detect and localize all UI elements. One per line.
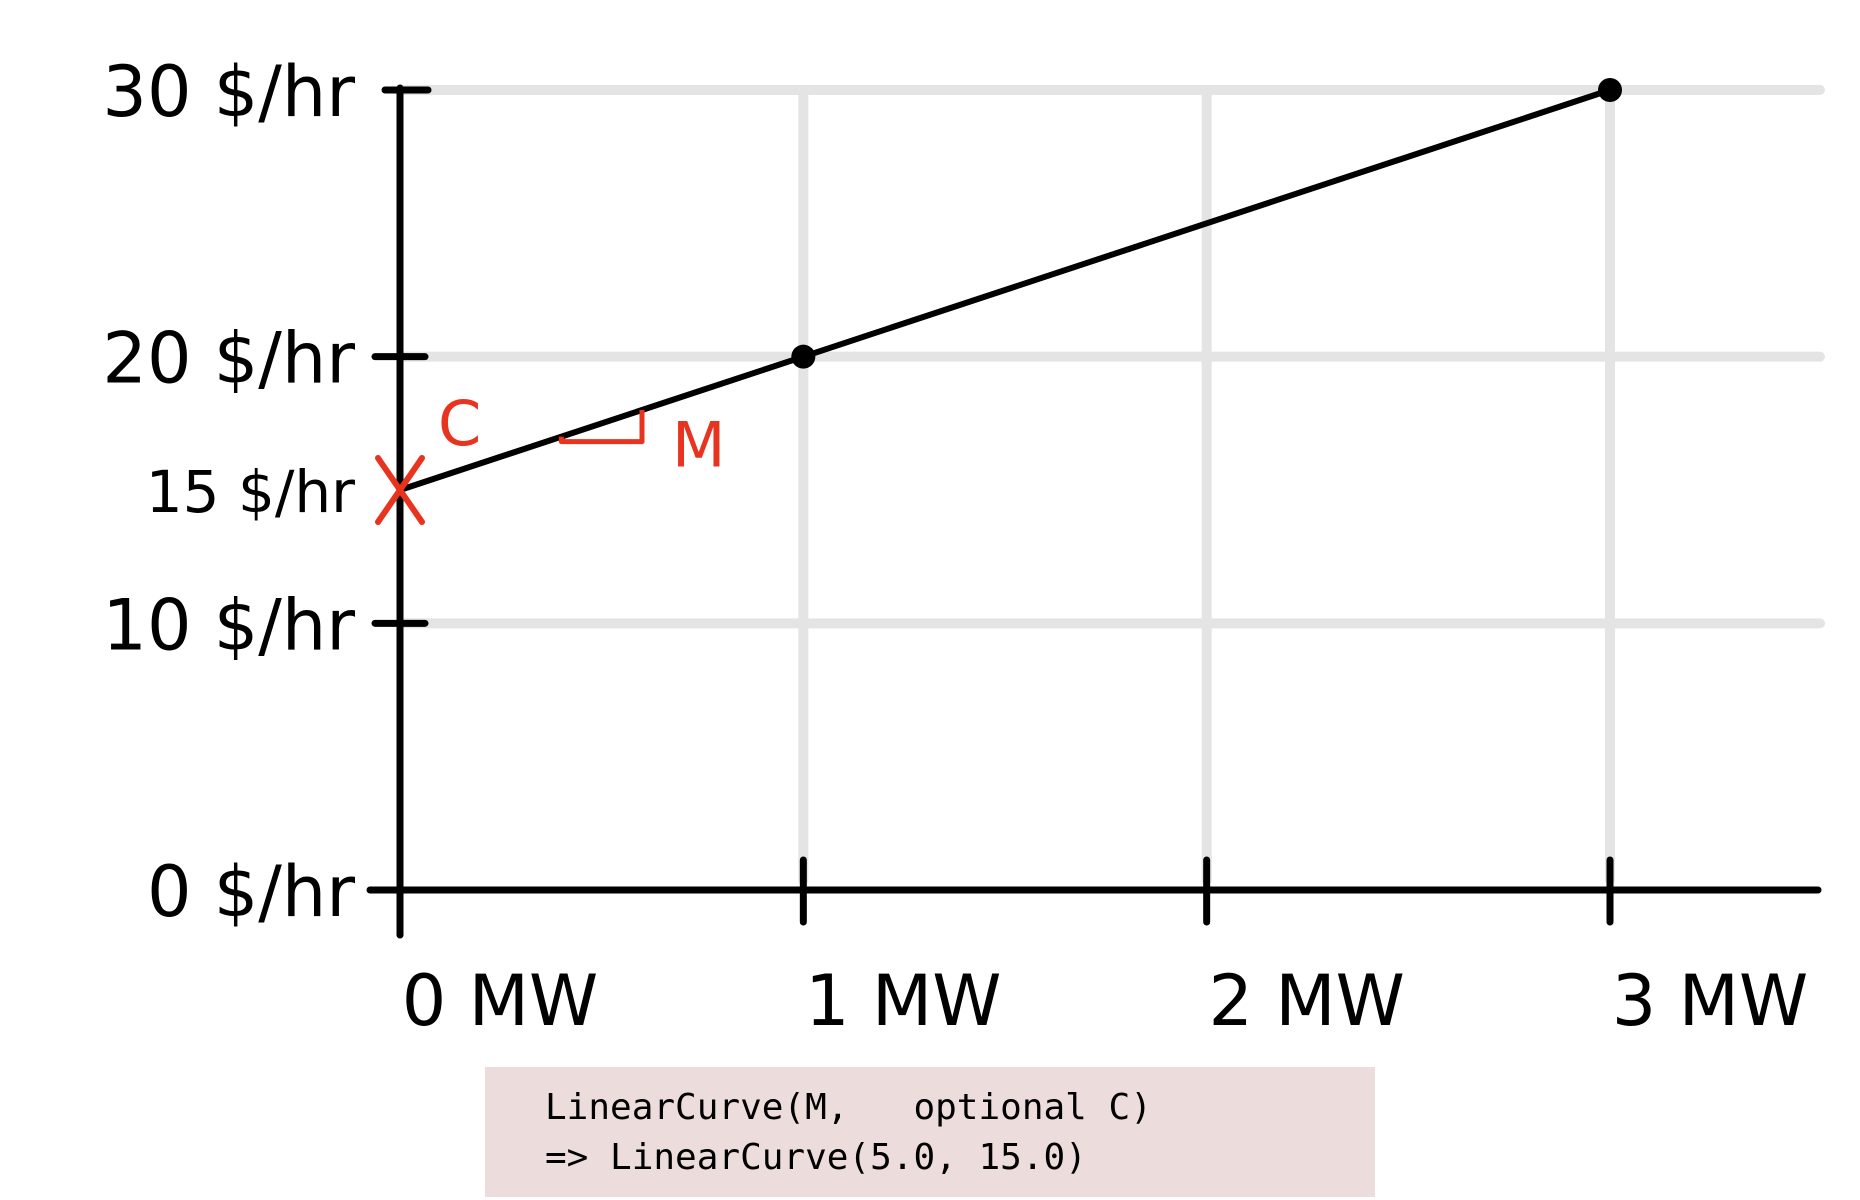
grid	[395, 85, 1825, 885]
intercept-marker	[375, 455, 425, 525]
linear-curve-chart: 0 $/hr 10 $/hr 15 $/hr 20 $/hr 30 $/hr 0 MW 1 …	[102, 51, 1825, 1042]
series	[397, 78, 1622, 493]
ticks: 0 $/hr 10 $/hr 15 $/hr 20 $/hr 30 $/hr 0 MW 1 …	[102, 51, 1808, 1042]
slope-label: M	[672, 409, 726, 482]
y-tick-label: 10 $/hr	[102, 584, 355, 666]
code-snippet: LinearCurve(M, optional C) => LinearCurv…	[485, 1067, 1375, 1197]
slope-marker	[558, 410, 645, 445]
y-tick-label: 20 $/hr	[102, 318, 355, 400]
code-line-2: => LinearCurve(5.0, 15.0)	[545, 1137, 1087, 1178]
data-point	[791, 344, 816, 369]
axes	[366, 84, 1822, 939]
y-tick-label: 15 $/hr	[146, 458, 355, 526]
x-tick-label: 3 MW	[1612, 960, 1808, 1042]
x-tick-label: 0 MW	[402, 960, 598, 1042]
y-tick-label: 0 $/hr	[147, 851, 355, 933]
intercept-label: C	[438, 387, 481, 460]
x-tick-label: 1 MW	[805, 960, 1001, 1042]
x-tick-label: 2 MW	[1208, 960, 1404, 1042]
y-tick-label: 30 $/hr	[102, 51, 355, 133]
code-line-1: LinearCurve(M, optional C)	[545, 1087, 1152, 1128]
series-line	[397, 87, 1613, 493]
data-point	[1598, 78, 1622, 102]
